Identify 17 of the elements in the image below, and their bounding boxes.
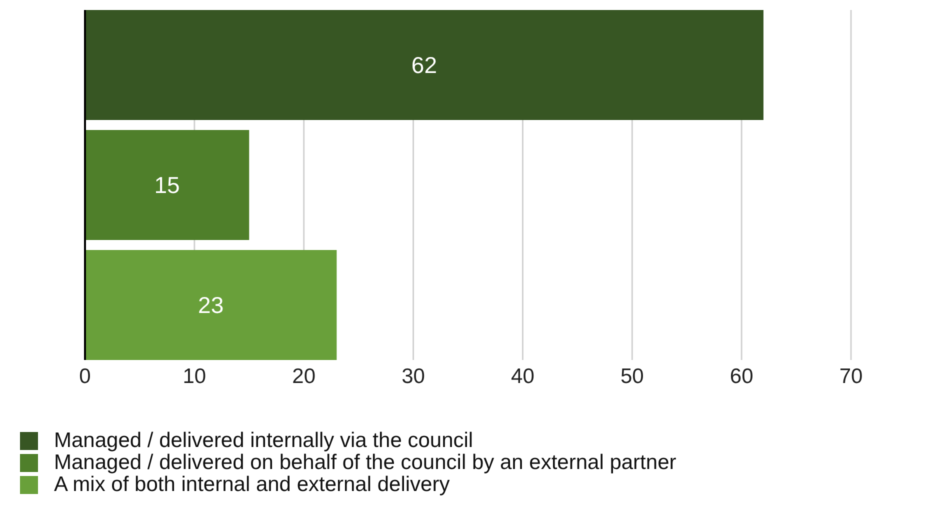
x-tick-label: 10 bbox=[182, 364, 206, 388]
data-label: 15 bbox=[154, 172, 180, 198]
legend-label: A mix of both internal and external delivery bbox=[54, 473, 450, 496]
x-tick-label: 70 bbox=[839, 364, 863, 388]
x-tick-label: 60 bbox=[730, 364, 754, 388]
legend-label: Managed / delivered on behalf of the council by an external partner bbox=[54, 451, 676, 474]
x-tick-label: 30 bbox=[402, 364, 425, 388]
bar bbox=[85, 10, 764, 120]
x-tick-label: 0 bbox=[79, 364, 91, 388]
data-label: 23 bbox=[198, 292, 224, 318]
legend-label: Managed / delivered internally via the council bbox=[54, 429, 474, 452]
x-tick-label: 50 bbox=[620, 364, 644, 388]
bar bbox=[85, 250, 337, 360]
x-tick-label: 20 bbox=[292, 364, 316, 388]
bar bbox=[85, 130, 250, 240]
data-label: 62 bbox=[411, 52, 438, 78]
x-tick-label: 40 bbox=[511, 364, 534, 388]
